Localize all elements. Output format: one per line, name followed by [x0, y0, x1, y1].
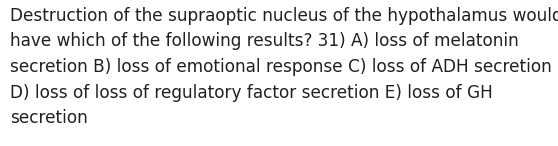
- Text: Destruction of the supraoptic nucleus of the hypothalamus would
have which of th: Destruction of the supraoptic nucleus of…: [10, 7, 558, 127]
